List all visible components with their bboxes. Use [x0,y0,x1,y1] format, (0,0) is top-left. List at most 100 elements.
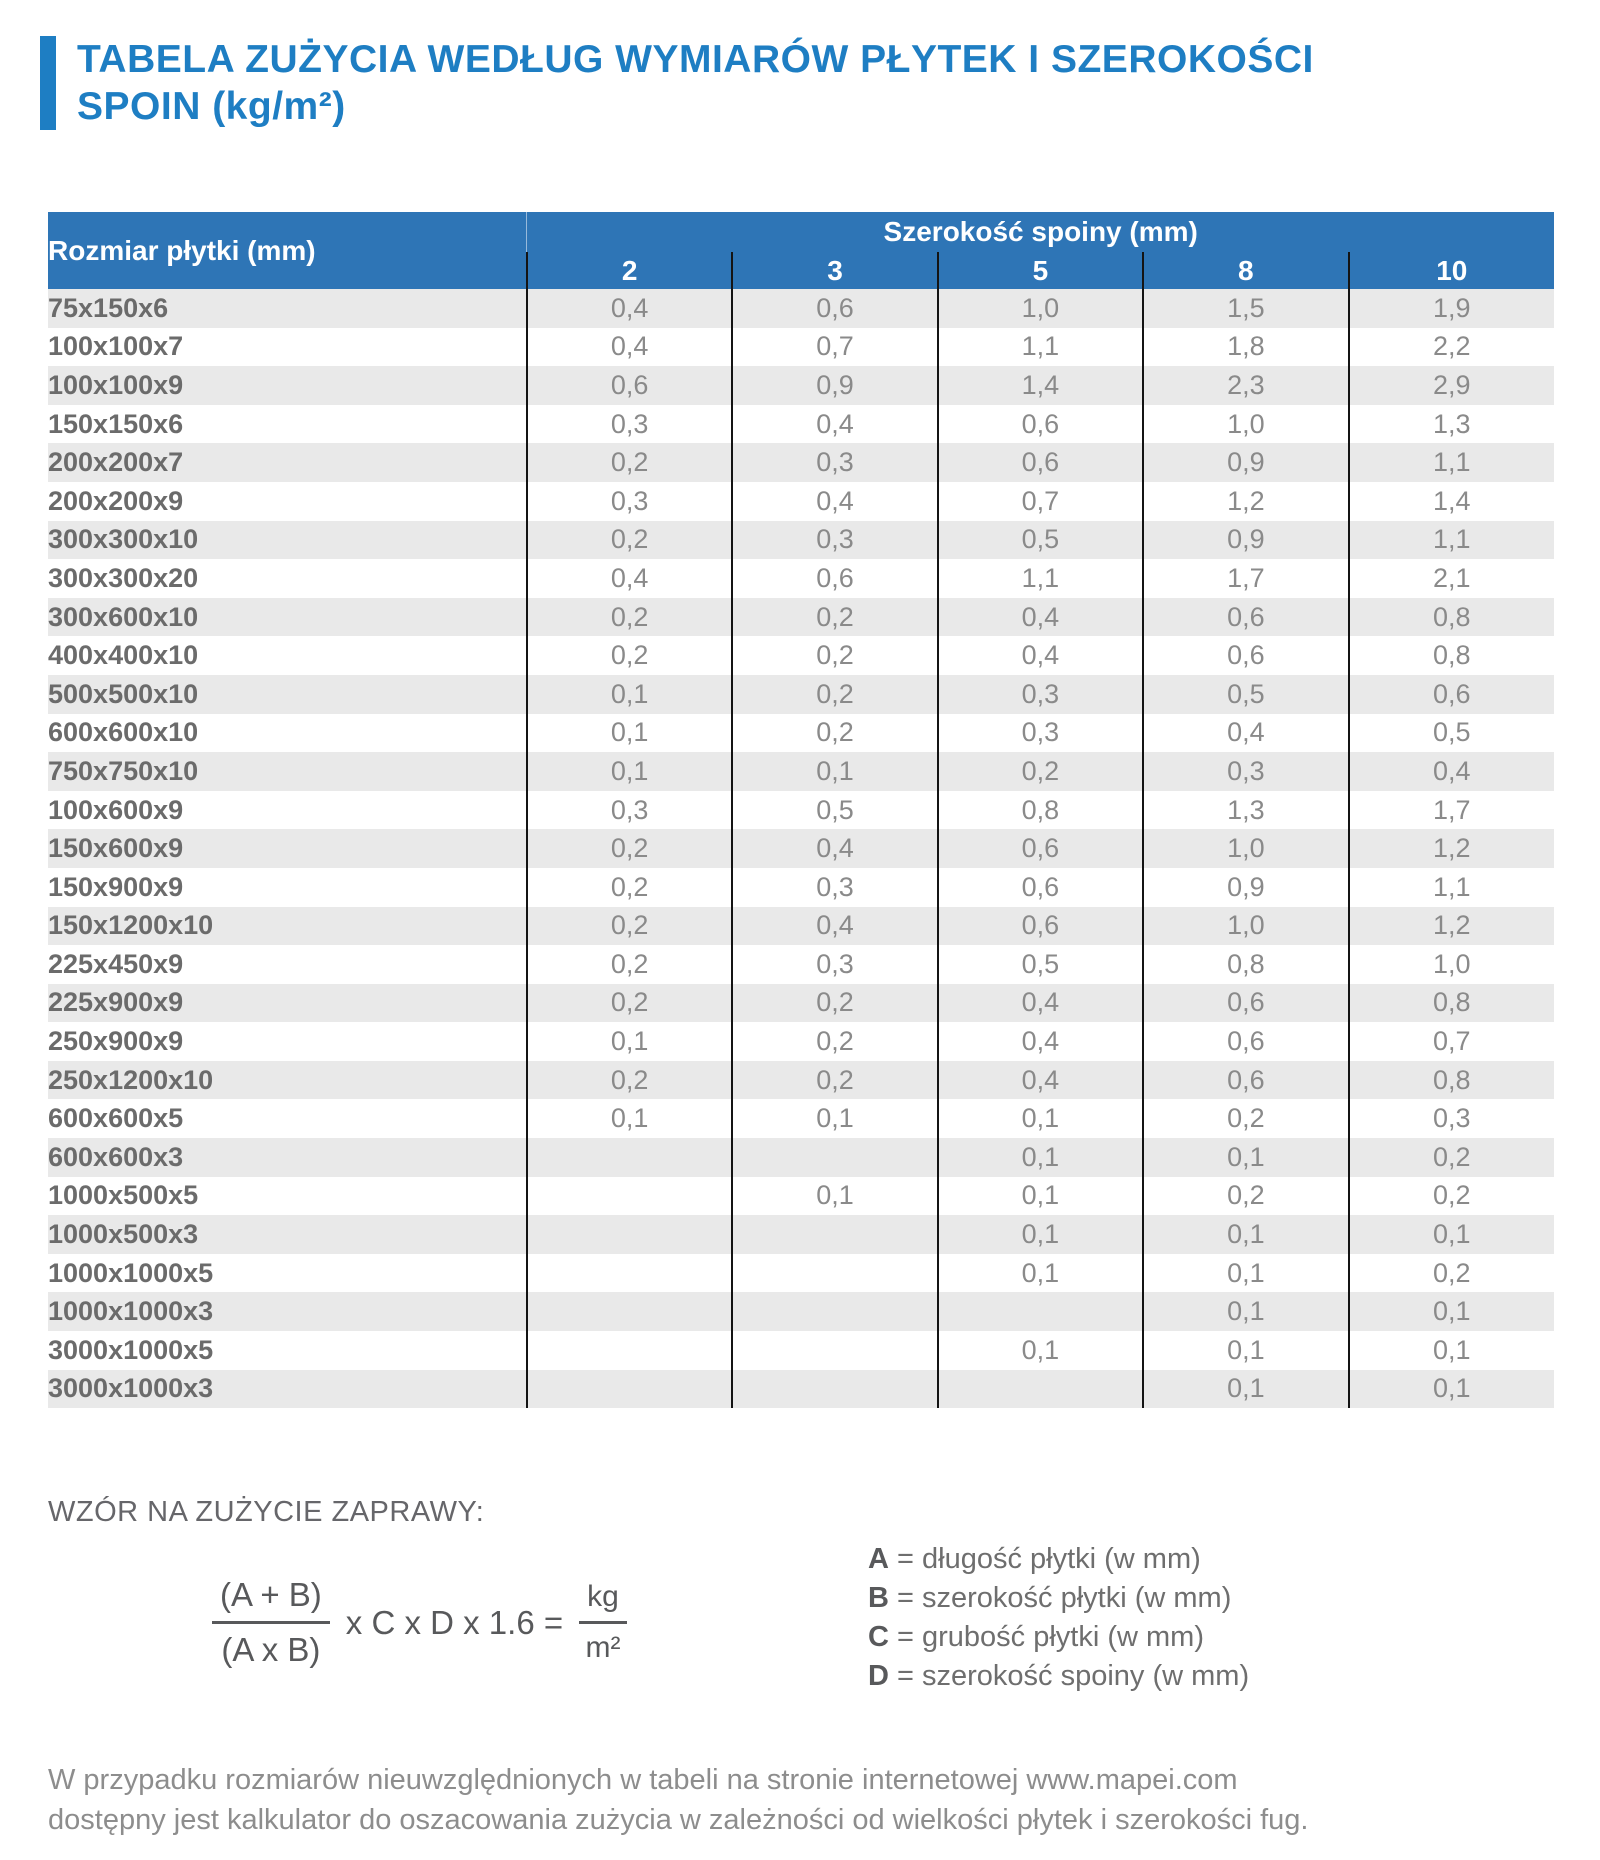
consumption-value-cell: 0,3 [731,443,938,482]
consumption-value-cell: 0,6 [936,867,1144,907]
legend-text: = długość płytki (w mm) [888,1543,1201,1575]
table-row: 1000x500x3 0,1 0,1 0,1 [48,1215,1554,1254]
legend-text: = szerokość płytki (w mm) [888,1582,1232,1614]
formula-middle: x C x D x 1.6 = [345,1603,564,1641]
consumption-value-cell: 0,4 [936,1060,1144,1100]
table-row: 750x750x10 0,1 0,1 0,2 0,3 0,4 [48,752,1554,791]
tile-size-cell: 600x600x3 [48,1141,184,1172]
consumption-value-cell: 0,2 [525,636,733,675]
consumption-value-cell: 1,0 [936,289,1144,328]
tile-size-cell: 1000x500x3 [48,1219,199,1250]
consumption-value-cell [525,1331,733,1370]
consumption-value-cell: 2,1 [1347,559,1554,598]
tile-size-cell: 600x600x10 [48,717,199,748]
consumption-value-cell: 0,1 [936,1331,1144,1370]
table-row: 250x1200x10 0,2 0,2 0,4 0,6 0,8 [48,1060,1554,1100]
consumption-value-cell: 0,5 [731,790,938,830]
legend-symbol: B [868,1582,889,1614]
consumption-value-cell: 0,2 [525,597,733,637]
table-row: 600x600x10 0,1 0,2 0,3 0,4 0,5 [48,713,1554,753]
consumption-value-cell: 1,8 [1142,327,1349,367]
joint-width-subheader-row: 2 3 5 8 10 [48,252,1554,289]
consumption-value-cell: 0,2 [731,597,938,637]
consumption-value-cell: 0,1 [525,1099,733,1139]
consumption-value-cell: 0,3 [1347,1099,1554,1139]
consumption-value-cell: 0,2 [1347,1253,1554,1293]
tile-size-cell: 250x1200x10 [48,1064,214,1095]
joint-width-group-header: Szerokość spoiny (mm) [526,212,1554,252]
consumption-value-cell: 0,3 [731,945,938,984]
joint-width-column-header: 3 [731,252,938,289]
consumption-value-cell: 0,2 [731,1060,938,1100]
consumption-value-cell: 0,1 [936,1215,1144,1254]
consumption-value-cell: 1,3 [1142,790,1349,830]
consumption-value-cell: 0,8 [936,790,1144,830]
tile-size-cell: 75x150x6 [48,292,169,323]
consumption-value-cell: 0,2 [731,983,938,1023]
consumption-value-cell [936,1292,1144,1332]
consumption-value-cell [731,1331,938,1370]
table-row: 1000x500x5 0,1 0,1 0,2 0,2 [48,1176,1554,1216]
table-row: 200x200x7 0,2 0,3 0,6 0,9 1,1 [48,443,1554,482]
tile-size-cell: 300x300x20 [48,562,199,593]
consumption-value-cell: 1,7 [1347,790,1554,830]
consumption-value-cell: 1,0 [1142,404,1349,444]
consumption-value-cell: 0,7 [731,327,938,367]
consumption-value-cell: 0,4 [1142,713,1349,753]
table-row: 200x200x9 0,3 0,4 0,7 1,2 1,4 [48,481,1554,521]
consumption-value-cell: 0,4 [731,481,938,521]
page-title-block: TABELA ZUŻYCIA WEDŁUG WYMIARÓW PŁYTEK I … [40,36,1314,130]
table-row: 500x500x10 0,1 0,2 0,3 0,5 0,6 [48,674,1554,714]
table-row: 3000x1000x3 0,1 0,1 [48,1369,1554,1409]
joint-width-column-header: 2 [525,252,733,289]
consumption-value-cell: 0,4 [525,559,733,598]
consumption-value-cell: 0,1 [525,1022,733,1061]
consumption-value-cell: 0,6 [731,559,938,598]
tile-size-cell: 600x600x5 [48,1103,184,1134]
consumption-value-cell: 0,9 [1142,867,1349,907]
consumption-value-cell: 0,1 [525,674,733,714]
joint-width-column-header: 5 [936,252,1144,289]
consumption-value-cell: 0,8 [1347,1060,1554,1100]
consumption-value-cell: 0,2 [525,945,733,984]
consumption-value-cell: 1,1 [936,559,1144,598]
consumption-value-cell: 0,1 [936,1253,1144,1293]
consumption-value-cell: 0,4 [936,983,1144,1023]
page-title: TABELA ZUŻYCIA WEDŁUG WYMIARÓW PŁYTEK I … [77,36,1314,130]
tile-size-cell: 150x900x9 [48,871,184,902]
consumption-value-cell: 0,2 [731,713,938,753]
consumption-value-cell: 0,1 [1347,1331,1554,1370]
consumption-value-cell [525,1292,733,1332]
consumption-value-cell: 0,4 [731,906,938,946]
formula-heading: WZÓR NA ZUŻYCIE ZAPRAWY: [48,1496,485,1528]
table-header: Rozmiar płytki (mm) Szerokość spoiny (mm… [48,212,1554,289]
consumption-value-cell: 1,1 [936,327,1144,367]
consumption-value-cell: 0,7 [1347,1022,1554,1061]
consumption-value-cell: 0,6 [525,366,733,405]
legend-item: D = szerokość spoiny (w mm) [868,1657,1249,1696]
legend-text: = szerokość spoiny (w mm) [888,1660,1250,1692]
consumption-value-cell [731,1292,938,1332]
tile-size-cell: 100x600x9 [48,794,184,825]
consumption-value-cell: 0,4 [731,829,938,868]
consumption-value-cell: 0,1 [936,1099,1144,1139]
consumption-value-cell: 0,9 [1142,520,1349,560]
consumption-value-cell: 0,2 [731,674,938,714]
consumption-value-cell: 1,4 [936,366,1144,405]
formula-result-denominator: m² [585,1631,621,1664]
consumption-table-body: 75x150x6 0,4 0,6 1,0 1,5 1,9 100x100x7 0,4 0,7 1,… [48,289,1554,1409]
consumption-value-cell [525,1138,733,1177]
formula-denominator: (A x B) [221,1631,321,1668]
consumption-value-cell: 0,7 [936,481,1144,521]
consumption-value-cell: 0,2 [1142,1176,1349,1216]
consumption-value-cell: 0,2 [731,1022,938,1061]
consumption-value-cell: 0,5 [1142,674,1349,714]
formula-legend: A = długość płytki (w mm) B = szerokość p… [868,1540,1249,1696]
consumption-value-cell [731,1138,938,1177]
consumption-value-cell: 0,9 [731,366,938,405]
consumption-value-cell [525,1215,733,1254]
consumption-value-cell: 0,1 [1142,1292,1349,1332]
consumption-value-cell: 0,4 [525,327,733,367]
formula-fraction-result: kg m² [579,1580,627,1665]
consumption-value-cell: 1,2 [1347,906,1554,946]
